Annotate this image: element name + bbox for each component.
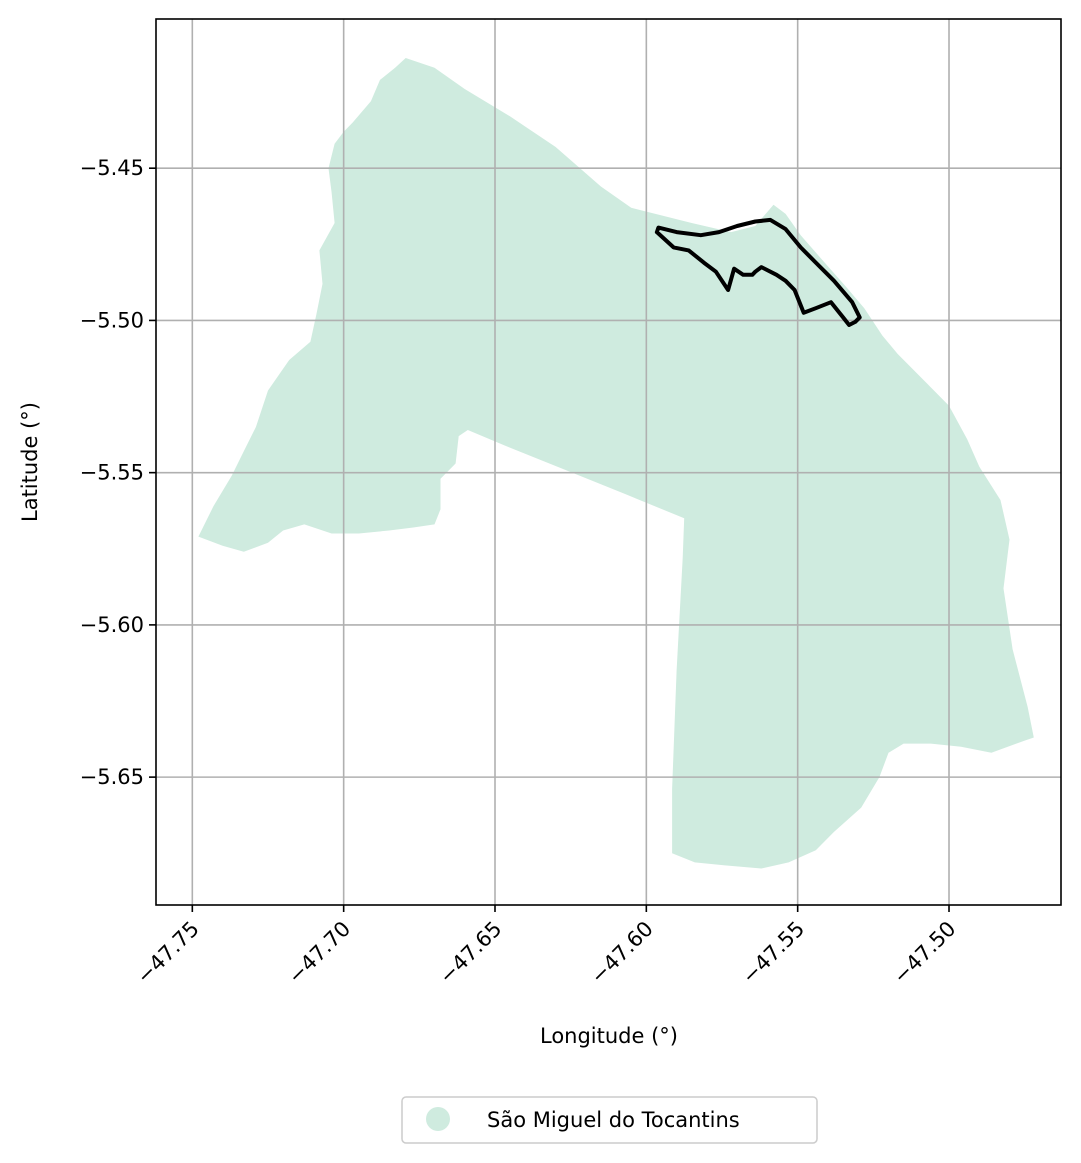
y-tick-label: −5.65 [80, 765, 144, 789]
y-axis-label: Latitude (°) [18, 402, 42, 522]
outline-boundary [654, 217, 862, 327]
y-tick-label: −5.55 [80, 461, 144, 485]
legend-marker [426, 1107, 450, 1131]
legend: São Miguel do Tocantins [401, 1096, 818, 1144]
legend-label: São Miguel do Tocantins [487, 1108, 740, 1132]
y-tick-label: −5.45 [80, 156, 144, 180]
region-polygon [198, 58, 1034, 869]
y-tick-label: −5.60 [80, 613, 144, 637]
axes-frame [155, 18, 1062, 906]
plot-area [155, 18, 1062, 906]
y-tick-label: −5.50 [80, 308, 144, 332]
legend-box [401, 1096, 818, 1144]
x-axis-label: Longitude (°) [540, 1024, 678, 1048]
